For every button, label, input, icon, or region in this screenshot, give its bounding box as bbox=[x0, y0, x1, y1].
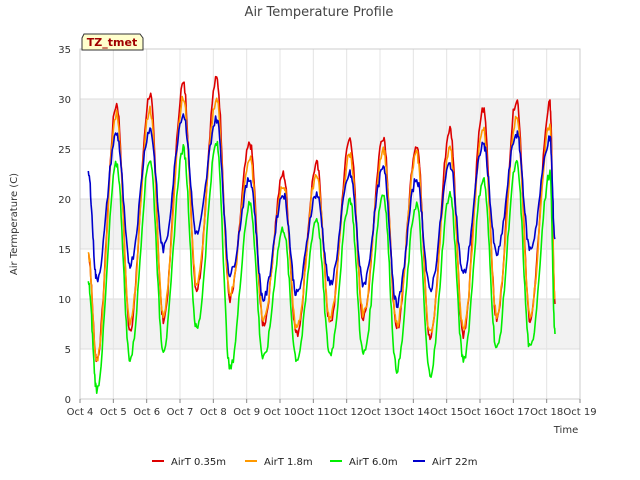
x-tick-label: Oct 5 bbox=[100, 407, 127, 418]
series-line-3 bbox=[87, 113, 556, 309]
y-tick-label: 30 bbox=[58, 95, 71, 106]
grid-band bbox=[80, 199, 580, 249]
y-tick-label: 10 bbox=[58, 295, 71, 306]
legend-label: AirT 0.35m bbox=[171, 457, 226, 468]
badge-label: TZ_tmet bbox=[87, 36, 137, 49]
x-tick-label: Oct 16 bbox=[463, 407, 496, 418]
x-tick-label: Oct 9 bbox=[233, 407, 260, 418]
x-tick-label: Oct 8 bbox=[200, 407, 227, 418]
legend-label: AirT 1.8m bbox=[264, 457, 313, 468]
chart-title: Air Temperature Profile bbox=[245, 5, 394, 20]
legend: AirT 0.35m AirT 1.8m AirT 6.0m AirT 22m bbox=[152, 457, 477, 468]
x-axis-label: Time bbox=[553, 425, 578, 436]
x-tick-label: Oct 4 bbox=[67, 407, 94, 418]
grid-band bbox=[80, 299, 580, 349]
y-tick-label: 5 bbox=[65, 345, 71, 356]
x-tick-label: Oct 15 bbox=[430, 407, 463, 418]
badge-box bbox=[81, 33, 144, 51]
x-tick-label: Oct 11 bbox=[297, 407, 330, 418]
x-tick-label: Oct 14 bbox=[397, 407, 430, 418]
y-tick-label: 20 bbox=[58, 195, 71, 206]
plot-frame bbox=[79, 48, 581, 400]
x-tick-label: Oct 6 bbox=[133, 407, 160, 418]
station-badge: TZ_tmet bbox=[81, 33, 144, 51]
grid-band bbox=[80, 99, 580, 149]
x-tick-label: Oct 13 bbox=[363, 407, 396, 418]
x-tick-label: Oct 7 bbox=[167, 407, 194, 418]
x-tick-label: Oct 10 bbox=[263, 407, 296, 418]
x-tick-label: Oct 17 bbox=[497, 407, 530, 418]
legend-label: AirT 22m bbox=[432, 457, 477, 468]
x-tick-label: Oct 18 bbox=[530, 407, 563, 418]
y-tick-label: 35 bbox=[58, 45, 71, 56]
y-tick-label: 25 bbox=[58, 145, 71, 156]
series-line-2 bbox=[87, 140, 556, 394]
x-tick-label: Oct 19 bbox=[563, 407, 596, 418]
y-axis-label: Air Termperature (C) bbox=[9, 173, 20, 275]
y-tick-label: 0 bbox=[65, 395, 71, 406]
x-tick-label: Oct 12 bbox=[330, 407, 363, 418]
y-tick-label: 15 bbox=[58, 245, 71, 256]
legend-label: AirT 6.0m bbox=[349, 457, 398, 468]
